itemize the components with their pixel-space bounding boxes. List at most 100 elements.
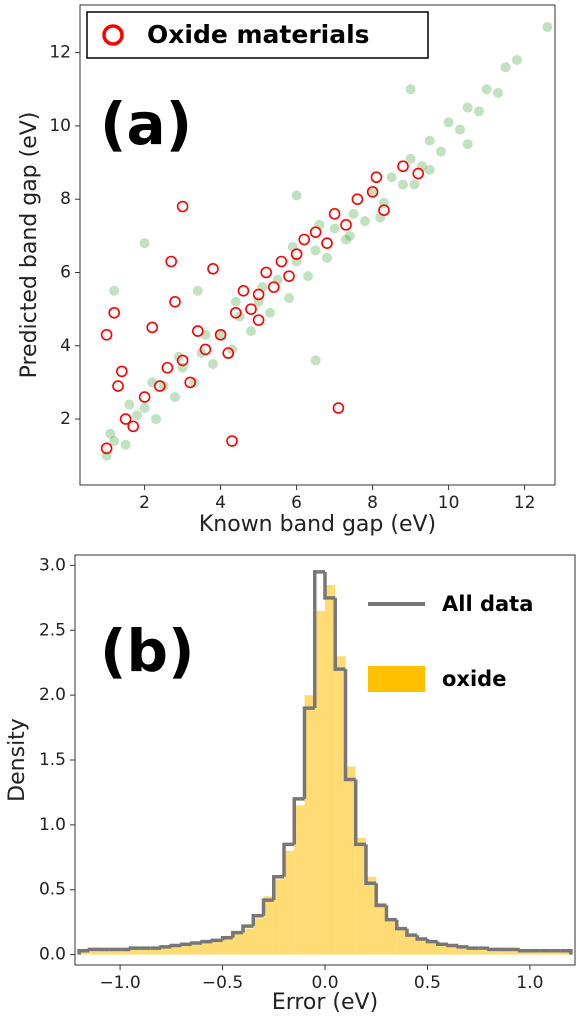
- hist-bar: [212, 939, 223, 955]
- hist-bar: [109, 950, 121, 955]
- hist-step: [425, 939, 438, 944]
- hist-step: [200, 939, 213, 944]
- point: [409, 179, 420, 190]
- point: [370, 171, 383, 184]
- point: [192, 285, 203, 296]
- point: [252, 314, 265, 326]
- point: [351, 193, 364, 205]
- point: [367, 186, 378, 197]
- point: [120, 439, 131, 450]
- panel-label: (b): [100, 617, 195, 685]
- hist-step: [190, 941, 203, 945]
- hist-step: [456, 945, 469, 949]
- hist-bar: [79, 952, 90, 955]
- hist-step: [159, 945, 172, 949]
- y-axis-label: Density: [5, 718, 30, 802]
- point: [161, 361, 174, 374]
- point: [116, 365, 128, 378]
- point: [512, 54, 522, 65]
- x-tick-label: 1.0: [516, 973, 543, 993]
- y-tick-label: 0.5: [39, 880, 66, 900]
- point: [303, 271, 313, 282]
- hist-step: [487, 947, 500, 952]
- hist-bar: [447, 945, 459, 955]
- hist-bar: [499, 948, 510, 955]
- point: [398, 179, 408, 190]
- point: [405, 84, 416, 95]
- hist-step: [384, 905, 397, 922]
- plot-area: [100, 21, 553, 461]
- hist-bar: [509, 949, 520, 955]
- y-tick-label: 2.0: [39, 685, 66, 705]
- point: [462, 139, 473, 150]
- point: [462, 102, 473, 113]
- hist-bar: [294, 805, 305, 955]
- x-tick-label: 10: [438, 493, 460, 513]
- point: [192, 325, 204, 337]
- point: [424, 135, 435, 146]
- hist-bar: [560, 950, 571, 955]
- point: [481, 84, 492, 95]
- x-tick-label: 8: [367, 493, 378, 513]
- hist-step: [282, 842, 295, 877]
- point: [100, 328, 113, 341]
- hist-bar: [150, 946, 162, 955]
- legend-box: [86, 11, 429, 59]
- point: [405, 153, 416, 164]
- hist-bar: [519, 950, 530, 955]
- y-tick-label: 3.0: [39, 555, 66, 575]
- point: [146, 321, 158, 334]
- hist-step: [333, 597, 346, 671]
- x-tick-label: 0.0: [311, 973, 338, 993]
- hist-step: [220, 936, 233, 941]
- x-tick-label: −0.5: [202, 973, 243, 993]
- point: [222, 347, 234, 359]
- panel: −1.0 −0.5 0.0 0.5 1.0 0.0 0.5 1.0 1.5 2.0 2.5 3.0 Er…: [5, 554, 576, 1015]
- x-tick-label: 4: [215, 493, 226, 513]
- hist-bar: [550, 952, 561, 955]
- hist-step: [169, 943, 182, 948]
- hist-step: [323, 571, 336, 600]
- point: [397, 160, 409, 173]
- point: [360, 216, 370, 227]
- panel: 2 4 6 8 10 12 2 4 6 8 10 12 Known band gap (eV) Predi…: [17, 4, 556, 537]
- x-axis-label: Known band gap (eV): [199, 512, 436, 537]
- point: [176, 354, 189, 367]
- plot-frame: [79, 4, 556, 486]
- point: [348, 208, 359, 219]
- point: [260, 266, 273, 279]
- hist-bar: [376, 902, 387, 955]
- point: [199, 343, 212, 356]
- plot-frame: [74, 554, 576, 966]
- hist-bar: [99, 949, 110, 955]
- hist-step: [292, 797, 305, 845]
- point: [215, 329, 226, 340]
- point: [169, 295, 181, 308]
- point: [124, 399, 135, 410]
- point: [154, 380, 166, 392]
- hist-bar: [130, 948, 141, 955]
- hist-bar: [417, 940, 428, 955]
- point: [109, 285, 120, 296]
- point: [322, 252, 332, 263]
- hist-step: [77, 948, 90, 955]
- hist-step: [415, 935, 428, 941]
- hist-step: [231, 930, 244, 938]
- hist-bar: [406, 935, 418, 955]
- hist-bar: [365, 876, 377, 955]
- point: [424, 164, 435, 175]
- point: [105, 428, 116, 439]
- hist-step: [251, 913, 264, 927]
- point: [332, 402, 345, 414]
- x-axis-label: Error (eV): [272, 990, 378, 1015]
- hist-bar: [437, 945, 448, 955]
- point: [275, 255, 288, 268]
- x-tick-label: 0.5: [414, 973, 441, 993]
- hist-bar: [345, 766, 356, 955]
- hist-bar: [253, 918, 264, 955]
- point: [284, 293, 294, 304]
- hist-bar: [263, 896, 274, 955]
- hist-step: [466, 946, 479, 950]
- hist-bar: [181, 944, 192, 955]
- point: [290, 248, 303, 260]
